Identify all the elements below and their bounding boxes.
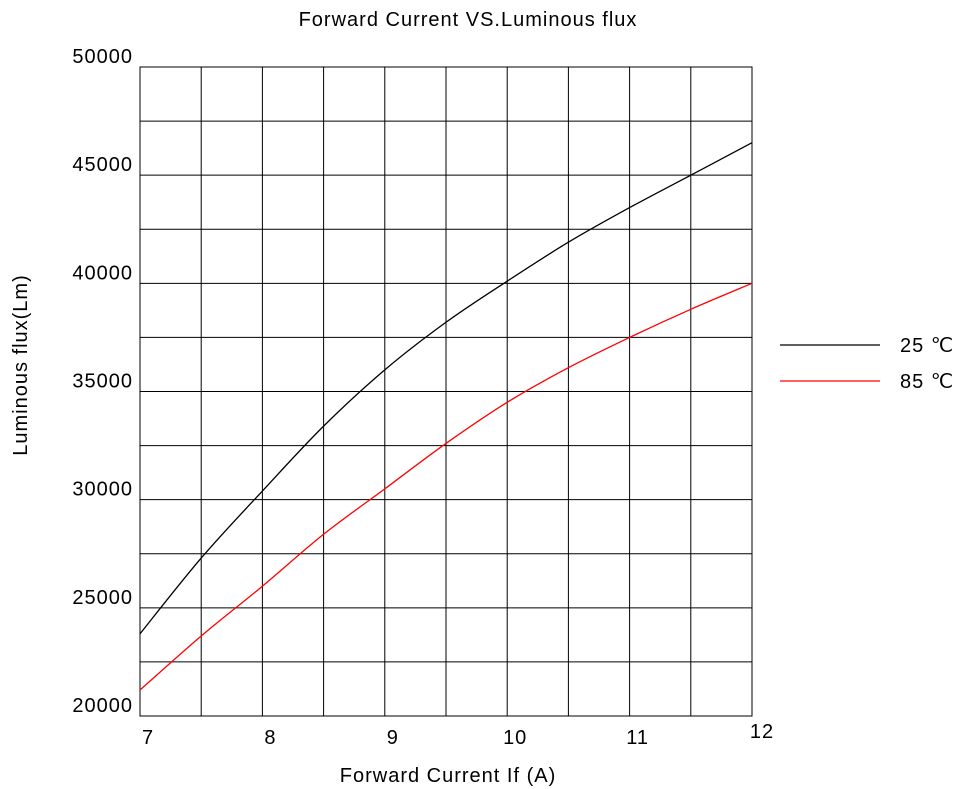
x-tick-label: 12: [750, 721, 774, 743]
x-tick-label: 8: [264, 727, 276, 749]
legend-label: 85 ℃: [900, 371, 954, 393]
grid: [139, 66, 753, 717]
y-tick-label: 50000: [72, 46, 133, 68]
legend-label: 25 ℃: [900, 335, 954, 357]
x-tick-label: 9: [387, 727, 399, 749]
y-tick-label: 45000: [72, 154, 133, 176]
x-tick-label: 11: [626, 727, 649, 749]
x-tick-label: 7: [142, 727, 154, 749]
series-line: [139, 142, 753, 635]
tick-labels: 7 8 9 10 11 12 20000 25000 30000 35000 40000 45000 5…: [72, 46, 774, 749]
y-tick-label: 40000: [72, 262, 133, 284]
plot-frame: [139, 66, 753, 717]
y-tick-label: 20000: [72, 695, 133, 717]
series-line: [139, 282, 753, 691]
y-tick-label: 35000: [72, 371, 133, 393]
x-axis-label: Forward Current If (A): [340, 765, 556, 787]
series-layer: [139, 142, 753, 691]
x-tick-label: 10: [503, 727, 527, 749]
y-axis-label: Luminous flux(Lm): [10, 274, 32, 456]
legend: 25 ℃ 85 ℃: [780, 335, 954, 393]
y-tick-label: 25000: [72, 587, 133, 609]
y-tick-label: 30000: [72, 479, 133, 501]
chart-title: Forward Current VS.Luminous flux: [299, 9, 638, 31]
